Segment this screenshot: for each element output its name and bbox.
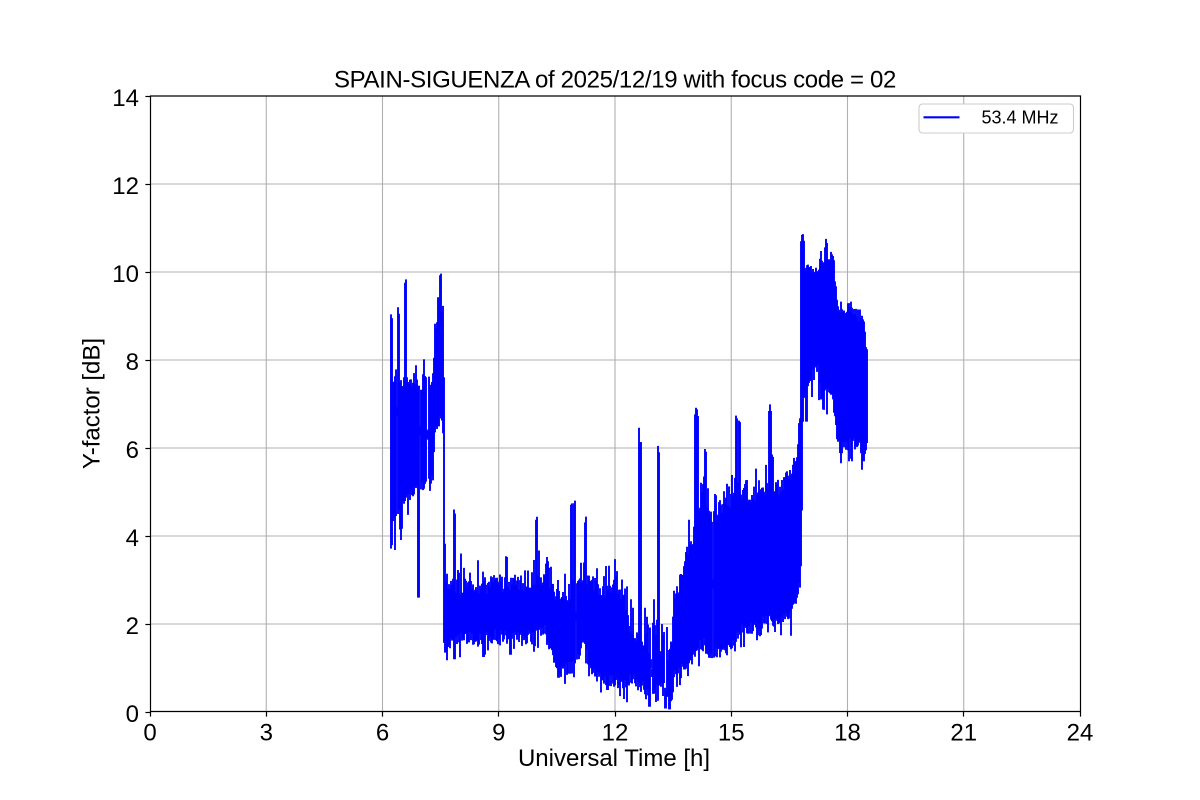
svg-text:9: 9 xyxy=(492,720,505,747)
svg-text:15: 15 xyxy=(718,720,745,747)
svg-text:21: 21 xyxy=(950,720,977,747)
svg-text:SPAIN-SIGUENZA of 2025/12/19 w: SPAIN-SIGUENZA of 2025/12/19 with focus … xyxy=(334,67,896,94)
svg-text:4: 4 xyxy=(126,525,139,552)
svg-text:3: 3 xyxy=(260,720,273,747)
svg-text:6: 6 xyxy=(376,720,389,747)
svg-text:12: 12 xyxy=(602,720,629,747)
svg-text:Y-factor [dB]: Y-factor [dB] xyxy=(79,338,106,469)
svg-text:6: 6 xyxy=(126,437,139,464)
svg-text:18: 18 xyxy=(834,720,861,747)
svg-text:14: 14 xyxy=(112,85,139,112)
svg-text:0: 0 xyxy=(126,701,139,728)
svg-text:12: 12 xyxy=(112,173,139,200)
svg-text:2: 2 xyxy=(126,613,139,640)
svg-text:8: 8 xyxy=(126,349,139,376)
svg-text:Universal Time [h]: Universal Time [h] xyxy=(518,745,710,772)
svg-text:10: 10 xyxy=(112,261,139,288)
svg-text:0: 0 xyxy=(143,720,156,747)
svg-text:24: 24 xyxy=(1067,720,1094,747)
svg-text:53.4 MHz: 53.4 MHz xyxy=(982,108,1059,128)
